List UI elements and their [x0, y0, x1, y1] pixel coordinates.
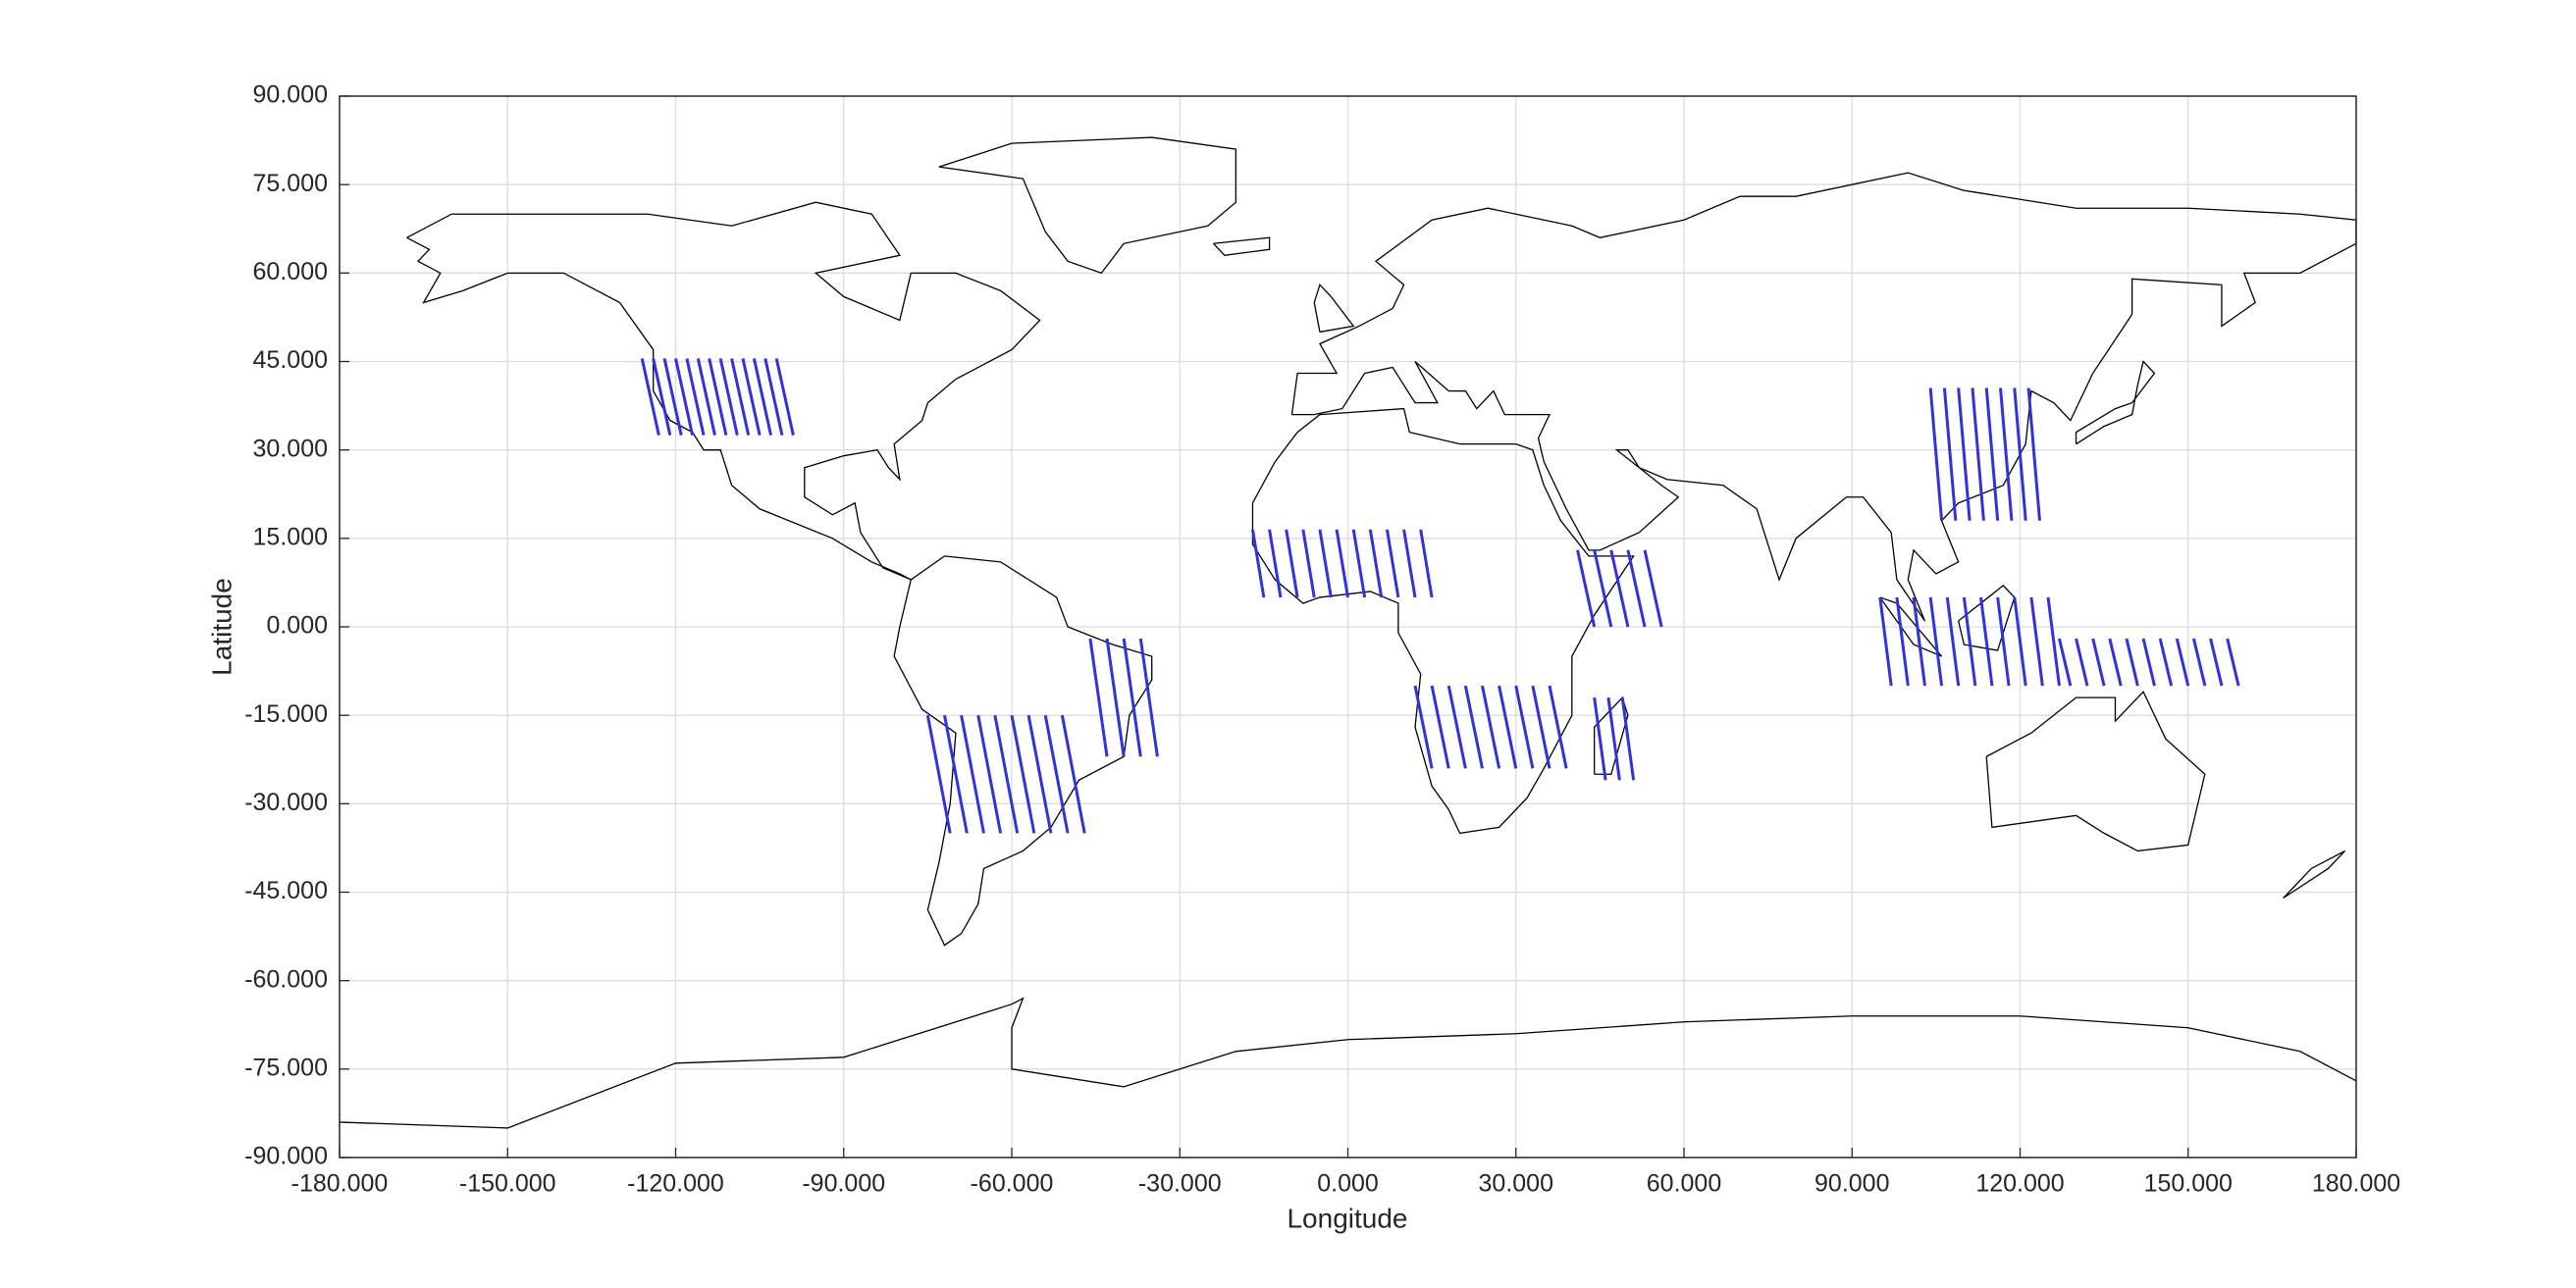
coast-north-america [407, 202, 1040, 580]
y-tick-label: -30.000 [244, 789, 328, 816]
y-tick-label: -90.000 [244, 1143, 328, 1170]
y-tick-label: 75.000 [253, 170, 328, 197]
y-tick-label: -60.000 [244, 965, 328, 993]
x-tick-label: -150.000 [459, 1170, 556, 1198]
x-tick-label: 180.000 [2312, 1170, 2400, 1198]
coast-eurasia [1291, 173, 2356, 621]
hatch-region [1878, 596, 2061, 687]
y-tick-label: 30.000 [253, 435, 328, 462]
coastlines [340, 137, 2356, 1128]
coast-britain [1314, 284, 1353, 332]
hatch-regions [640, 358, 2240, 834]
x-tick-label: 0.000 [1317, 1170, 1379, 1198]
hatch-region [1928, 387, 2041, 521]
x-tick-label: 150.000 [2144, 1170, 2233, 1198]
hatch-region [1593, 696, 1636, 781]
y-tick-label: -45.000 [244, 877, 328, 904]
hatch-region [640, 358, 795, 436]
x-tick-label: 120.000 [1975, 1170, 2064, 1198]
x-tick-label: -30.000 [1138, 1170, 1222, 1198]
y-tick-label: -15.000 [244, 700, 328, 728]
coast-iceland [1214, 237, 1270, 255]
coast-sumatra [1880, 597, 1942, 656]
y-tick-label: 15.000 [253, 523, 328, 550]
coast-africa [1252, 409, 1633, 834]
coast-japan [2077, 362, 2155, 444]
y-axis-label: Latitude [206, 578, 237, 676]
hatch-region [1088, 638, 1159, 757]
x-tick-label: -180.000 [291, 1170, 389, 1198]
hatch-region [1250, 529, 1434, 598]
coast-australia [1986, 692, 2205, 850]
coast-antarctica [340, 999, 2356, 1128]
x-tick-label: -60.000 [971, 1170, 1054, 1198]
coast-madagascar [1595, 697, 1628, 774]
x-tick-label: 90.000 [1814, 1170, 1889, 1198]
x-axis-label: Longitude [1287, 1203, 1407, 1233]
y-tick-label: -75.000 [244, 1054, 328, 1081]
coast-new-zealand [2284, 850, 2345, 898]
y-tick-label: 0.000 [266, 612, 328, 640]
x-tick-label: 30.000 [1479, 1170, 1553, 1198]
hatch-region [925, 714, 1086, 834]
coast-borneo [1959, 586, 2015, 650]
x-tick-label: -120.000 [627, 1170, 724, 1198]
hatch-region [1413, 685, 1568, 769]
x-tick-label: -90.000 [802, 1170, 885, 1198]
plot-frame [339, 95, 2357, 1159]
y-tick-label: 45.000 [253, 346, 328, 374]
hatch-region [2058, 638, 2240, 687]
hatch-region [1576, 549, 1663, 628]
axis-labels: Longitude Latitude -180.000 -150.000 -120.… [206, 81, 2400, 1234]
coast-greenland [939, 137, 1236, 273]
y-tick-label: 90.000 [253, 81, 328, 109]
coast-south-america [894, 556, 1152, 946]
x-tick-label: 60.000 [1647, 1170, 1721, 1198]
y-tick-label: 60.000 [253, 258, 328, 285]
